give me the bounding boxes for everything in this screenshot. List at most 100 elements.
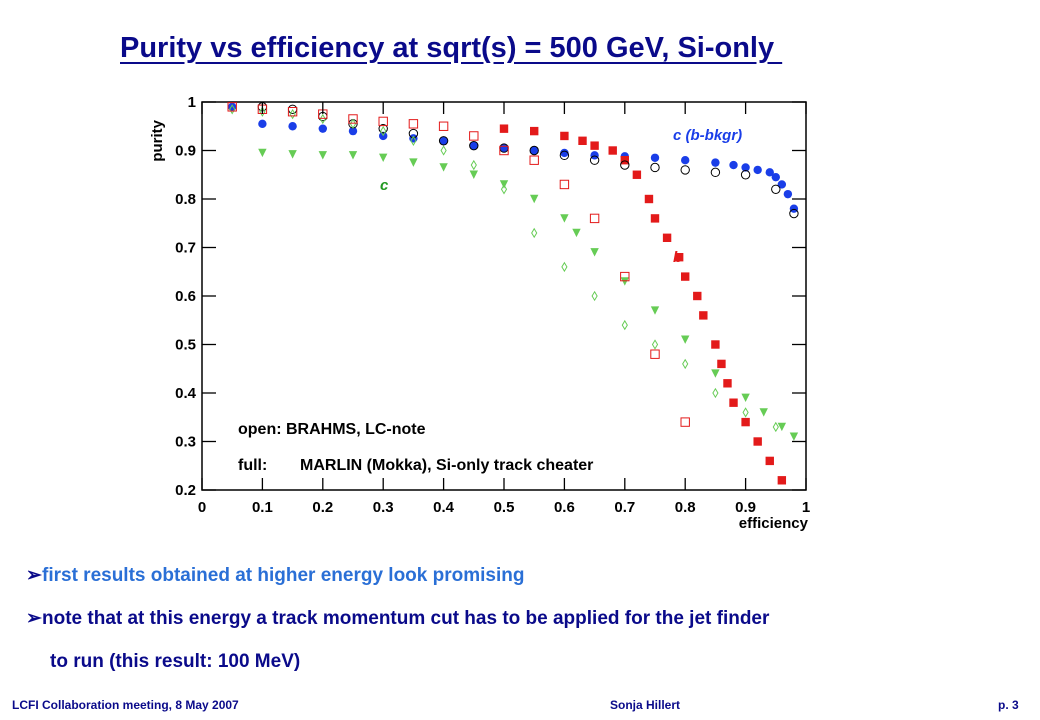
arrow-bullet-icon: ➢ (26, 565, 42, 586)
footer: LCFI Collaboration meeting, 8 May 2007 S… (0, 696, 1040, 716)
data-point (753, 165, 762, 175)
footer-page: p. 3 (998, 698, 1019, 712)
data-point (711, 369, 720, 378)
data-point (650, 349, 660, 359)
label-c: c (380, 177, 389, 194)
data-point (650, 153, 660, 162)
data-point (499, 124, 509, 133)
label-cbkgr: c (b-bkgr) (673, 127, 742, 144)
data-point (681, 335, 690, 344)
y-tick-label: 0.4 (175, 385, 197, 402)
data-point (729, 398, 738, 407)
data-point (777, 476, 787, 485)
x-tick-label: 0.2 (312, 499, 333, 516)
data-point (469, 141, 478, 150)
data-point (759, 408, 768, 417)
data-point (561, 261, 568, 273)
data-point (591, 290, 598, 302)
data-point (650, 306, 660, 315)
data-point (259, 106, 266, 117)
y-tick-label: 0.2 (175, 482, 196, 499)
data-point (717, 359, 726, 369)
y-tick-label: 0.9 (175, 143, 196, 160)
data-point (710, 167, 721, 178)
data-point (753, 437, 762, 446)
data-point (288, 150, 297, 159)
data-point (348, 114, 358, 124)
data-point (469, 140, 479, 151)
data-point (438, 121, 449, 131)
data-point (712, 387, 719, 399)
legend-open-text: open: BRAHMS, LC-note (238, 421, 426, 438)
data-point (439, 136, 448, 145)
x-tick-label: 0.9 (735, 499, 756, 516)
data-point (589, 213, 600, 224)
data-point (620, 271, 630, 282)
data-point (674, 253, 684, 262)
slide-title: Purity vs efficiency at sqrt(s) = 500 Ge… (120, 32, 783, 64)
data-point (741, 393, 750, 403)
data-point (651, 339, 659, 350)
data-point (258, 148, 267, 158)
data-point (318, 124, 327, 133)
data-point (229, 104, 236, 115)
y-tick-label: 1 (188, 94, 196, 111)
data-point (409, 158, 418, 167)
data-point (741, 417, 750, 427)
data-point (693, 291, 702, 301)
data-point (789, 432, 799, 441)
data-point (772, 421, 779, 433)
y-tick-label: 0.8 (175, 191, 196, 208)
data-point (529, 155, 539, 165)
data-points (227, 102, 799, 485)
series-c (258, 148, 799, 441)
bullet-text: first results obtained at higher energy … (42, 565, 525, 586)
data-point (789, 204, 799, 213)
data-point (711, 340, 720, 349)
bullet-text: note that at this energy a track momentu… (42, 608, 770, 629)
data-point (318, 151, 327, 160)
data-point (699, 311, 708, 320)
data-point (499, 145, 509, 156)
data-point (681, 272, 690, 281)
data-point (608, 146, 617, 155)
data-point (348, 151, 358, 160)
bullet-text: to run (this result: 100 MeV) (50, 651, 301, 672)
data-point (662, 233, 672, 242)
data-point (530, 194, 539, 204)
data-point (680, 165, 690, 175)
data-point (723, 379, 732, 388)
x-tick-label: 0.6 (554, 499, 575, 516)
data-point (378, 123, 388, 134)
data-point (319, 113, 326, 125)
data-point (620, 156, 629, 165)
data-point (589, 155, 600, 165)
footer-author: Sonja Hillert (610, 698, 681, 712)
data-point (379, 153, 388, 162)
x-tick-label: 1 (802, 499, 810, 516)
data-point (530, 126, 539, 136)
y-tick-label: 0.5 (175, 337, 196, 354)
x-axis-label: efficiency (739, 515, 809, 532)
data-point (560, 214, 569, 223)
y-tick-label: 0.6 (175, 288, 196, 305)
x-tick-label: 0 (198, 499, 206, 516)
arrow-bullet-icon: ➢ (26, 608, 42, 629)
y-tick-label: 0.3 (175, 434, 196, 451)
data-point (287, 107, 298, 117)
data-point (620, 160, 630, 170)
data-point (410, 135, 417, 146)
data-point (408, 119, 419, 129)
x-tick-label: 0.3 (373, 499, 394, 516)
data-point (559, 179, 570, 190)
x-tick-label: 0.8 (675, 499, 696, 516)
data-point (470, 159, 477, 171)
label-b: b (673, 249, 682, 266)
data-point (530, 146, 539, 155)
data-point (789, 208, 799, 219)
y-tick-label: 0.7 (175, 240, 196, 257)
data-point (228, 102, 237, 112)
x-tick-label: 0.5 (494, 499, 515, 516)
data-point (378, 116, 388, 127)
data-point (560, 131, 569, 141)
